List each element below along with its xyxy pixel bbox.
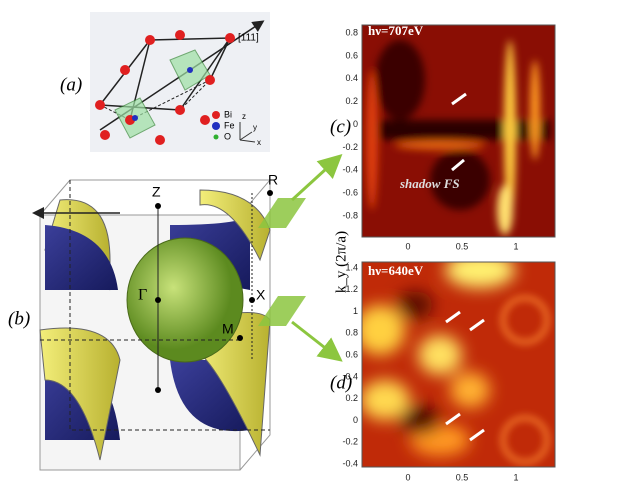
- x-tick-label: 0: [405, 472, 410, 482]
- y-tick-label: 0.2: [345, 96, 358, 106]
- energy-label: hν=707eV: [368, 23, 424, 38]
- point-label: R: [268, 172, 278, 188]
- y-tick-label: -0.2: [342, 142, 358, 152]
- y-tick-label: 0.6: [345, 349, 358, 359]
- legend-entry: Fe: [224, 120, 235, 130]
- arpes-map-c: [362, 25, 555, 237]
- panel-label: (a): [60, 74, 82, 95]
- point-label: Z: [152, 184, 161, 200]
- axis-letter: z: [242, 112, 246, 121]
- y-tick-label: 0.4: [345, 371, 358, 381]
- legend-entry: Bi: [224, 109, 232, 119]
- point-label: X: [256, 287, 266, 303]
- y-tick-label: 0.4: [345, 73, 358, 83]
- energy-label: hν=640eV: [368, 263, 424, 278]
- y-tick-label: 0.8: [345, 328, 358, 338]
- y-tick-label: 0: [353, 415, 358, 425]
- fermi-surface: [32, 179, 273, 471]
- arpes-map-d: [362, 262, 555, 467]
- annotation: shadow FS: [399, 176, 460, 191]
- axis-letter: y: [253, 123, 257, 132]
- x-tick-label: 1: [513, 241, 518, 251]
- y-tick-label: 1.4: [345, 262, 358, 272]
- panel-label: (d): [330, 372, 352, 393]
- panel-label: (b): [8, 308, 30, 329]
- y-tick-label: 0.6: [345, 50, 358, 60]
- direction-label: [111]: [238, 33, 259, 44]
- x-tick-label: 0.5: [456, 472, 469, 482]
- axis-letter: x: [257, 138, 261, 147]
- x-tick-label: 0.5: [456, 241, 469, 251]
- y-tick-label: -0.4: [342, 165, 358, 175]
- y-tick-label: 0.2: [345, 393, 358, 403]
- y-tick-label: 1.2: [345, 284, 358, 294]
- y-tick-label: -0.8: [342, 210, 358, 220]
- point-label: Γ: [138, 287, 147, 304]
- y-tick-label: -0.4: [342, 458, 358, 468]
- y-tick-label: -0.2: [342, 437, 358, 447]
- y-tick-label: -0.6: [342, 188, 358, 198]
- y-tick-label: 0.8: [345, 27, 358, 37]
- point-label: M: [222, 321, 234, 337]
- y-axis-label: k_y (2π/a): [333, 231, 349, 293]
- x-tick-label: 0: [405, 241, 410, 251]
- legend-entry: O: [224, 131, 231, 141]
- y-tick-label: 0: [353, 119, 358, 129]
- x-tick-label: 1: [513, 472, 518, 482]
- panel-label: (c): [330, 116, 351, 137]
- y-tick-label: 1: [353, 306, 358, 316]
- crystal-panel: [90, 12, 270, 152]
